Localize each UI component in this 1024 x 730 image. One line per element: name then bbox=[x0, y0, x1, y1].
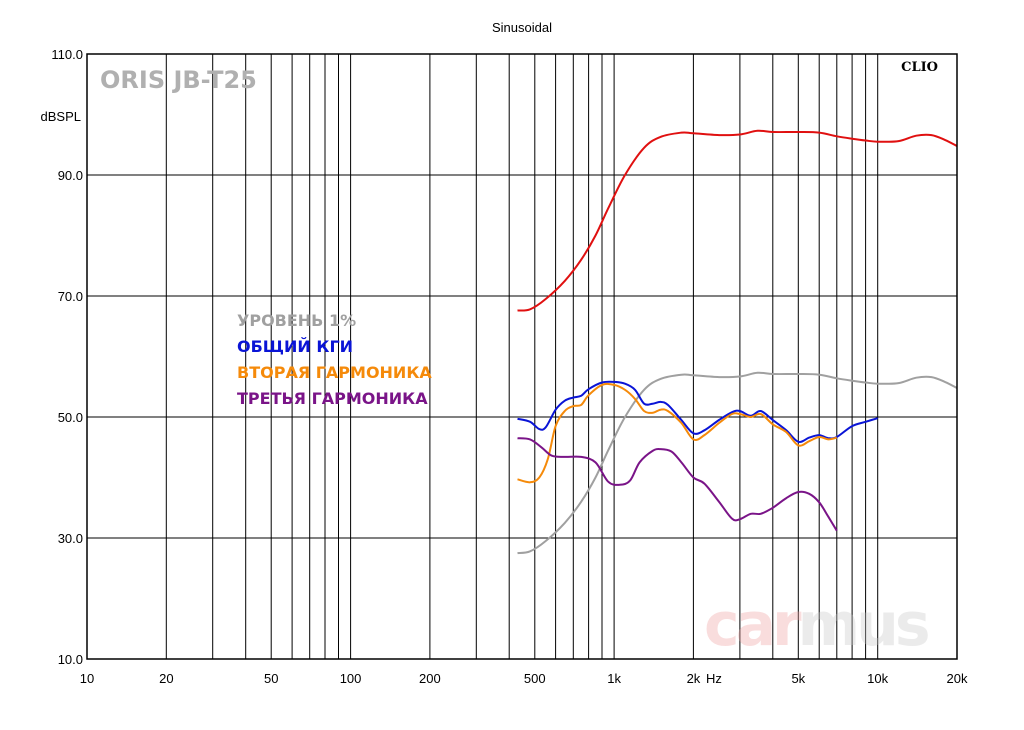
y-tick-label: 10.0 bbox=[58, 652, 83, 667]
plot-frame bbox=[86, 53, 958, 660]
y-tick-label: 70.0 bbox=[58, 289, 83, 304]
x-tick-label: 20 bbox=[159, 671, 173, 686]
x-tick-label: 10 bbox=[80, 671, 94, 686]
series-line-3 bbox=[517, 380, 878, 443]
chart-title: Sinusoidal bbox=[492, 20, 552, 35]
x-tick-label: 100 bbox=[340, 671, 362, 686]
x-tick-label: 1k bbox=[607, 671, 621, 686]
x-tick-label: 20k bbox=[947, 671, 968, 686]
y-tick-label: 30.0 bbox=[58, 531, 83, 546]
watermark-part-1: car bbox=[704, 590, 802, 660]
x-tick-label: 10k bbox=[867, 671, 888, 686]
y-axis-label: dBSPL bbox=[41, 109, 81, 124]
y-tick-label: 110.0 bbox=[51, 47, 83, 62]
software-label: CLIO bbox=[901, 60, 938, 75]
series-line-4 bbox=[517, 382, 838, 484]
watermark-part-2: mus bbox=[798, 590, 928, 660]
series-line-5 bbox=[517, 437, 838, 532]
series-line-1 bbox=[517, 129, 958, 312]
x-tick-label: 5k bbox=[791, 671, 805, 686]
legend-entry: ВТОРАЯ ГАРМОНИКА bbox=[237, 363, 432, 382]
legend-entry: УРОВЕНЬ 1% bbox=[237, 311, 356, 330]
x-tick-labels: 10 20 50 100 200 500 1k 2k 5k 10k 20k bbox=[80, 671, 968, 686]
y-tick-label: 90.0 bbox=[58, 168, 83, 183]
x-tick-label: 200 bbox=[419, 671, 441, 686]
brand-label: ORIS JB-T25 bbox=[100, 66, 257, 94]
series-line-2 bbox=[517, 371, 958, 555]
x-tick-label: 2k bbox=[687, 671, 701, 686]
x-tick-label: 500 bbox=[524, 671, 546, 686]
x-tick-label: 50 bbox=[264, 671, 278, 686]
series-group bbox=[517, 129, 958, 555]
legend-entry: ОБЩИЙ КГИ bbox=[237, 337, 353, 356]
legend: УРОВЕНЬ 1% ОБЩИЙ КГИ ВТОРАЯ ГАРМОНИКА ТРЕТЬ… bbox=[237, 311, 432, 408]
grid bbox=[87, 54, 957, 659]
y-tick-label: 50.0 bbox=[58, 410, 83, 425]
x-axis-unit: Hz bbox=[706, 671, 722, 686]
watermark: carmus bbox=[704, 590, 928, 660]
legend-entry: ТРЕТЬЯ ГАРМОНИКА bbox=[237, 389, 428, 408]
y-tick-labels: 110.0 90.0 70.0 50.0 30.0 10.0 bbox=[51, 47, 83, 667]
